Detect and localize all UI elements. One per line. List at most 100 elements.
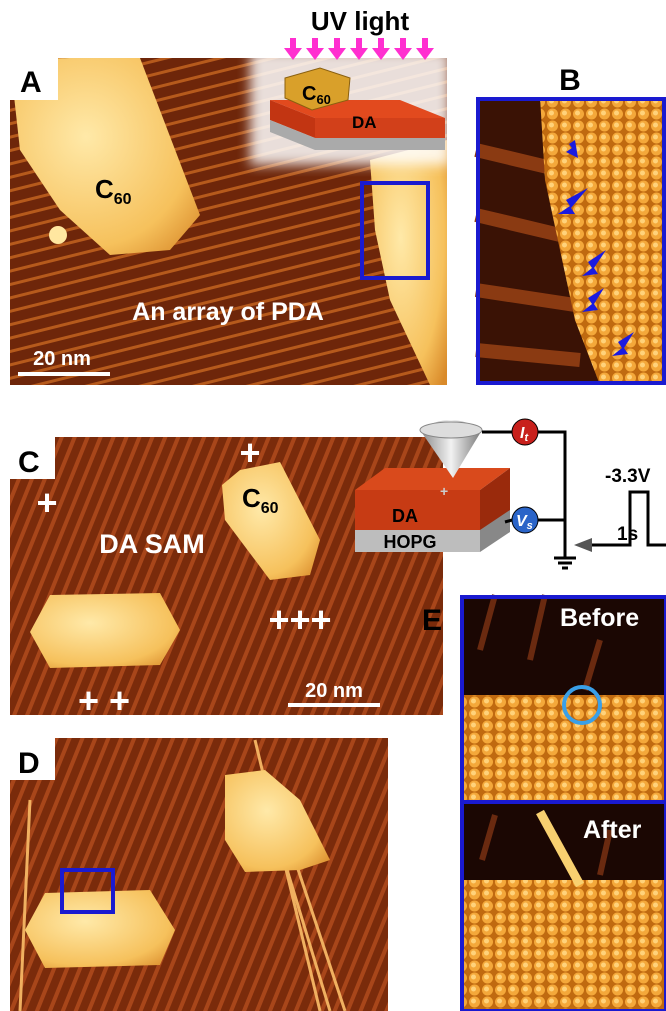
marker: + [239,432,260,473]
label: It [520,425,529,444]
island-label: C60 [242,483,279,517]
marker: + [36,482,57,523]
uv-arrows [328,38,346,60]
subscript: 60 [316,92,330,107]
c60-island [225,770,330,872]
pda-lines [474,283,577,312]
da-layer [355,468,510,490]
pda-lines [477,594,613,876]
stm-tip [419,421,483,439]
marker: +++ [268,599,331,640]
uv-arrows [416,38,434,60]
scale-label: 20 nm [33,348,91,370]
schematic: DA HOPG + It Vs -3.3V 1s [355,418,666,570]
current-meter [511,418,539,446]
layer-label: DA [392,506,418,526]
annotation: DA SAM [99,529,205,559]
circuit [482,430,666,570]
text: C [302,83,316,105]
pda-lines [527,594,548,661]
text: V [516,513,528,530]
da-layer [315,118,445,138]
panel-label: B [559,64,581,97]
c60-edge [540,97,666,385]
circuit [590,490,666,547]
pda-wire [536,809,584,888]
panel-label: A [20,66,42,99]
circuit [504,518,513,524]
pda-lines [477,594,498,651]
target-circle [562,685,602,725]
label-box [10,437,55,479]
layer-label: HOPG [383,532,436,552]
panel-label: C [18,446,40,479]
arrows [555,125,634,356]
panel-b: B [474,64,666,385]
c60-island [25,890,175,968]
da-layer [270,100,315,138]
scale-bar [18,372,110,376]
hopg-layer [270,120,445,150]
c60-island [30,593,180,668]
inset-label: C60 [302,83,331,107]
pda-lines [18,799,32,1011]
uv-arrows [306,38,324,60]
uv-arrows [394,38,412,60]
panel-label: E [422,604,442,637]
voltage-source [511,506,539,534]
uv-label: UV light [311,6,410,36]
arrows [558,188,588,214]
state-label: Before [560,604,639,632]
hopg-layer [355,530,480,552]
hopg-layer [480,510,510,552]
zoom-box [60,868,115,914]
text: C [95,174,114,204]
tip-mark: + [440,483,448,499]
text: C [242,483,261,513]
c60-lattice [462,880,666,1011]
pda-lines [479,814,498,861]
c60-island [222,462,320,580]
label-box [10,738,55,780]
scale-bar [288,703,380,707]
subscript: s [527,520,533,532]
arrow [574,538,592,552]
frame [476,97,666,385]
particle [49,226,67,244]
c60-island [10,58,200,255]
panel-label: D [18,747,40,780]
uv-arrows [350,38,368,60]
da-layer [355,490,480,530]
annotation: An array of PDA [132,298,324,326]
zoom-box [360,181,430,280]
panel-d: D [10,738,388,1011]
pda-lines [474,208,562,242]
scale-label: 20 nm [305,680,363,702]
pda-lines [597,829,613,876]
inset-label: DA [352,113,377,132]
panel-e: E Before After [422,594,666,1011]
arrows [582,288,604,312]
label: Vs [516,513,533,532]
pda-lines [475,343,581,367]
arrows [612,332,634,356]
c60-crystal [284,67,351,111]
arrows [582,250,606,276]
state-label: After [583,816,642,844]
subscript: 60 [114,191,132,208]
pulse-width: 1s [617,524,638,545]
island-label: C60 [95,174,132,208]
text: I [520,425,525,442]
uv-arrows [284,38,434,60]
subscript: 60 [261,500,279,517]
pda-lines [582,639,603,691]
uv-arrows [284,38,302,60]
label-box [10,58,58,100]
frame [460,595,666,1011]
uv-arrows [372,38,390,60]
pulse-voltage: -3.3V [605,466,651,487]
marker: + + [78,680,130,721]
arrows [555,125,578,158]
subscript: t [524,432,529,444]
